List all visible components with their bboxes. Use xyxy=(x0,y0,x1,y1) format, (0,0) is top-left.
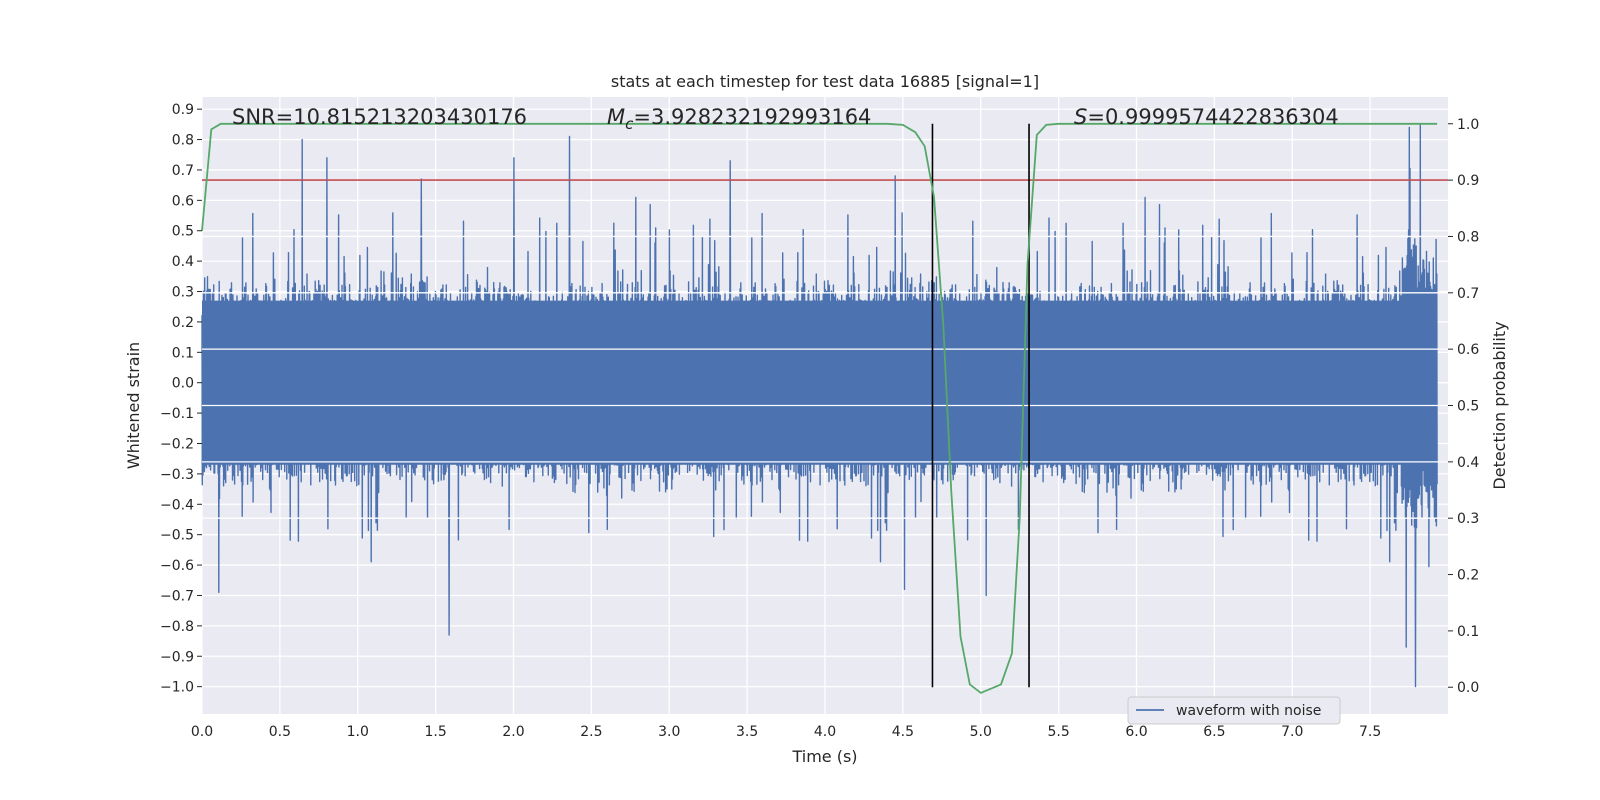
y2-tick-label: 0.9 xyxy=(1457,173,1479,189)
x-tick-label: 5.0 xyxy=(970,724,992,740)
x-tick-label: 6.5 xyxy=(1203,724,1225,740)
x-tick-label: 2.5 xyxy=(580,724,602,740)
x-axis-label: Time (s) xyxy=(791,747,857,766)
x-tick-label: 1.0 xyxy=(347,724,369,740)
y-tick-label: −0.7 xyxy=(160,588,194,604)
y2-tick-label: 0.8 xyxy=(1457,229,1479,245)
x-tick-label: 3.0 xyxy=(658,724,680,740)
waveform-core xyxy=(202,300,1438,465)
y-tick-label: −0.5 xyxy=(160,528,194,544)
y2-tick-label: 0.1 xyxy=(1457,624,1479,640)
y2-tick-label: 0.5 xyxy=(1457,399,1479,415)
x-tick-label: 0.0 xyxy=(191,724,213,740)
legend-label: waveform with noise xyxy=(1176,703,1321,719)
x-tick-label: 4.0 xyxy=(814,724,836,740)
x-tick-label: 6.0 xyxy=(1125,724,1147,740)
legend-box xyxy=(1127,696,1341,725)
y-tick-label: 0.9 xyxy=(172,102,194,118)
y-axis-label: Whitened strain xyxy=(124,342,143,469)
y-tick-label: 0.2 xyxy=(172,315,194,331)
y-tick-label: 0.1 xyxy=(172,345,194,361)
y-tick-label: 0.3 xyxy=(172,285,194,301)
x-tick-label: 0.5 xyxy=(269,724,291,740)
y2-axis-label: Detection probability xyxy=(1490,321,1509,489)
y-tick-label: −0.6 xyxy=(160,558,194,574)
y-tick-label: 0.4 xyxy=(172,254,194,270)
y2-tick-label: 0.4 xyxy=(1457,455,1479,471)
mc-annotation: Mc=3.928232192993164 xyxy=(607,105,871,133)
y-tick-label: −0.3 xyxy=(160,467,194,483)
y-tick-label: 0.6 xyxy=(172,193,194,209)
y-tick-label: 0.5 xyxy=(172,224,194,240)
y2-tick-label: 0.6 xyxy=(1457,342,1479,358)
y2-tick-label: 0.0 xyxy=(1457,680,1479,696)
y-tick-label: 0.0 xyxy=(172,376,194,392)
x-tick-label: 2.0 xyxy=(502,724,524,740)
y-tick-label: −0.8 xyxy=(160,619,194,635)
x-tick-label: 5.5 xyxy=(1047,724,1069,740)
snr-annotation: SNR=10.815213203430176 xyxy=(232,105,527,129)
chart-title: stats at each timestep for test data 168… xyxy=(611,72,1039,91)
y2-tick-label: 0.3 xyxy=(1457,511,1479,527)
y-tick-label: 0.7 xyxy=(172,163,194,179)
detection-probability-curve xyxy=(201,122,1438,694)
x-tick-label: 3.5 xyxy=(736,724,758,740)
x-tick-label: 7.0 xyxy=(1281,724,1303,740)
y-tick-label: 0.8 xyxy=(172,133,194,149)
y2-tick-label: 0.2 xyxy=(1457,568,1479,584)
x-tick-label: 7.5 xyxy=(1359,724,1381,740)
y2-tick-label: 1.0 xyxy=(1457,117,1479,133)
s-annotation: S=0.9999574422836304 xyxy=(1074,105,1339,129)
y-tick-label: −1.0 xyxy=(160,680,194,696)
y-tick-label: −0.1 xyxy=(160,406,194,422)
x-tick-label: 4.5 xyxy=(892,724,914,740)
y-tick-label: −0.4 xyxy=(160,497,194,513)
y2-tick-label: 0.7 xyxy=(1457,286,1479,302)
x-tick-label: 1.5 xyxy=(424,724,446,740)
y-tick-label: −0.2 xyxy=(160,436,194,452)
y-tick-label: −0.9 xyxy=(160,649,194,665)
